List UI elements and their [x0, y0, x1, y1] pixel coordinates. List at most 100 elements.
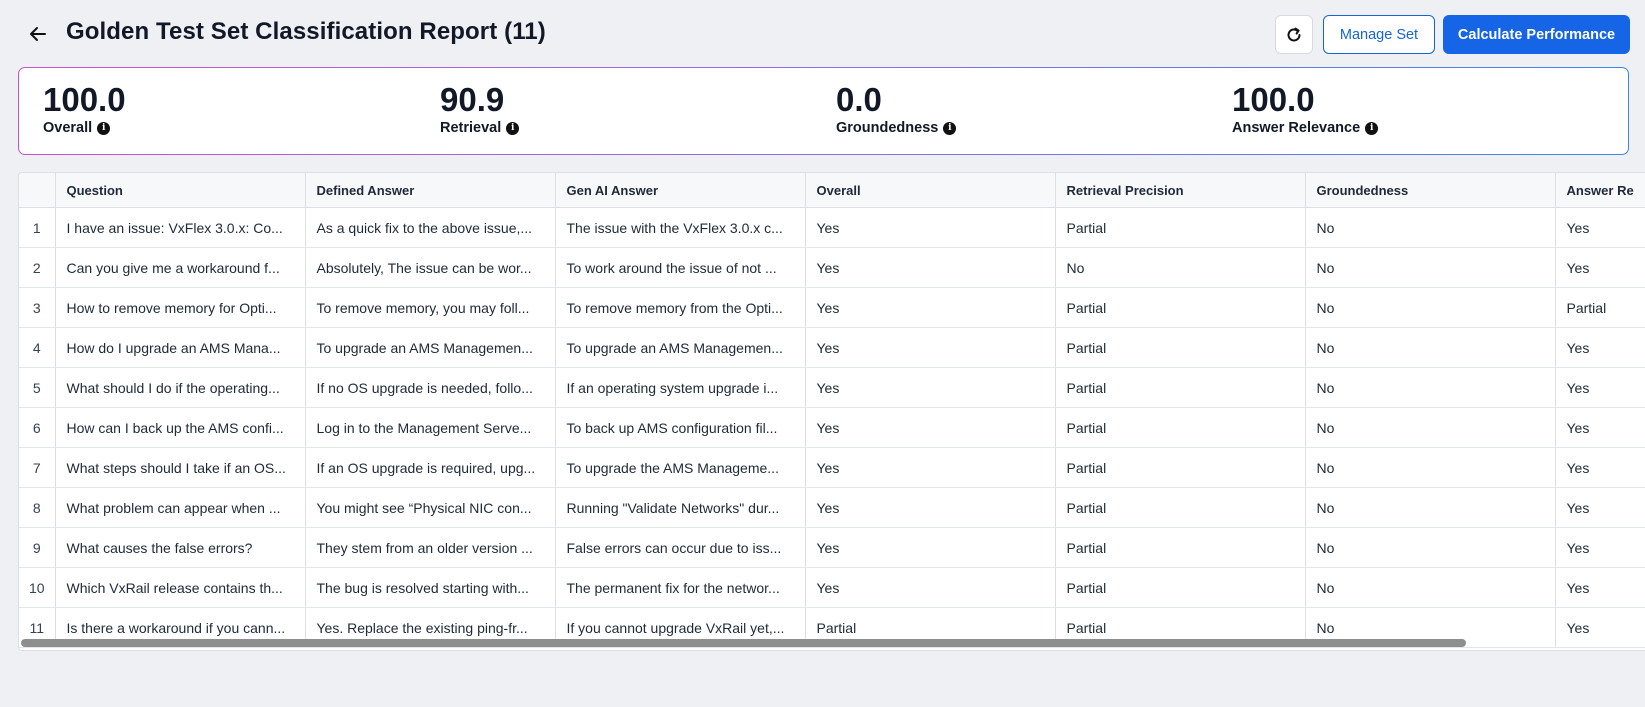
retrieval-precision-cell: Partial [1055, 487, 1306, 528]
answer-relevance-cell: Yes [1555, 247, 1645, 288]
gen-ai-answer-cell: To back up AMS configuration fil... [555, 407, 806, 448]
table-row[interactable]: 8 What problem can appear when ... You mig… [19, 487, 1645, 528]
groundedness-cell: No [1305, 287, 1556, 328]
gen-ai-answer-cell: To upgrade the AMS Manageme... [555, 447, 806, 488]
answer-relevance-cell: Partial [1555, 287, 1645, 328]
gen-ai-answer-cell: If an operating system upgrade i... [555, 367, 806, 408]
horizontal-scrollbar[interactable] [18, 638, 1629, 648]
row-number: 1 [19, 207, 56, 248]
defined-answer-cell: If an OS upgrade is required, upg... [305, 447, 556, 488]
info-icon[interactable]: i [506, 121, 520, 135]
answer-relevance-cell: Yes [1555, 487, 1645, 528]
scrollbar-thumb[interactable] [21, 639, 1466, 647]
metric-label: Groundedness [836, 120, 939, 137]
column-header-groundedness[interactable]: Groundedness [1305, 173, 1556, 208]
groundedness-cell: No [1305, 527, 1556, 568]
defined-answer-cell: The bug is resolved starting with... [305, 567, 556, 608]
gen-ai-answer-cell: To remove memory from the Opti... [555, 287, 806, 328]
page-title: Golden Test Set Classification Report (1… [66, 18, 546, 45]
answer-relevance-cell: Yes [1555, 367, 1645, 408]
info-icon[interactable]: i [1365, 121, 1379, 135]
refresh-icon [1287, 27, 1301, 41]
row-number: 10 [19, 567, 56, 608]
gen-ai-answer-cell: False errors can occur due to iss... [555, 527, 806, 568]
column-header-answer-relevance[interactable]: Answer Re [1555, 173, 1645, 208]
question-cell: What steps should I take if an OS... [55, 447, 306, 488]
overall-cell: Yes [805, 287, 1056, 328]
column-header-overall[interactable]: Overall [805, 173, 1056, 208]
defined-answer-cell: To upgrade an AMS Managemen... [305, 327, 556, 368]
answer-relevance-cell: Yes [1555, 207, 1645, 248]
groundedness-cell: No [1305, 207, 1556, 248]
manage-set-button[interactable]: Manage Set [1323, 15, 1435, 54]
column-header-retrieval-precision[interactable]: Retrieval Precision [1055, 173, 1306, 208]
table-row[interactable]: 4 How do I upgrade an AMS Mana... To upgra… [19, 327, 1645, 368]
row-number: 6 [19, 407, 56, 448]
metric-retrieval: 90.9 Retrieval i [440, 81, 520, 137]
defined-answer-cell: Absolutely, The issue can be wor... [305, 247, 556, 288]
table-row[interactable]: 6 How can I back up the AMS confi... Log i… [19, 407, 1645, 448]
calculate-performance-button[interactable]: Calculate Performance [1443, 15, 1630, 54]
row-number: 2 [19, 247, 56, 288]
gen-ai-answer-cell: To upgrade an AMS Managemen... [555, 327, 806, 368]
metric-value: 100.0 [1232, 81, 1315, 118]
gen-ai-answer-cell: Running "Validate Networks" dur... [555, 487, 806, 528]
metrics-summary-card: 100.0 Overall i 90.9 Retrieval i 0.0 Gro… [18, 67, 1629, 155]
question-cell: What causes the false errors? [55, 527, 306, 568]
table-row[interactable]: 3 How to remove memory for Opti... To remo… [19, 287, 1645, 328]
gen-ai-answer-cell: To work around the issue of not ... [555, 247, 806, 288]
metric-label: Overall [43, 120, 93, 137]
table-row[interactable]: 2 Can you give me a workaround f... Absolu… [19, 247, 1645, 288]
gen-ai-answer-cell: The permanent fix for the networ... [555, 567, 806, 608]
table-row[interactable]: 9 What causes the false errors? They stem … [19, 527, 1645, 568]
refresh-button[interactable] [1275, 15, 1313, 54]
defined-answer-cell: You might see “Physical NIC con... [305, 487, 556, 528]
groundedness-cell: No [1305, 327, 1556, 368]
info-icon[interactable]: i [943, 121, 957, 135]
table-row[interactable]: 10 Which VxRail release contains th... The… [19, 567, 1645, 608]
row-number: 7 [19, 447, 56, 488]
metric-label: Answer Relevance [1232, 120, 1361, 137]
retrieval-precision-cell: Partial [1055, 327, 1306, 368]
question-cell: How do I upgrade an AMS Mana... [55, 327, 306, 368]
metric-overall: 100.0 Overall i [43, 81, 126, 137]
page-header: Golden Test Set Classification Report (1… [0, 0, 1645, 68]
question-cell: What should I do if the operating... [55, 367, 306, 408]
overall-cell: Yes [805, 487, 1056, 528]
retrieval-precision-cell: Partial [1055, 447, 1306, 488]
row-number: 9 [19, 527, 56, 568]
retrieval-precision-cell: Partial [1055, 527, 1306, 568]
groundedness-cell: No [1305, 487, 1556, 528]
retrieval-precision-cell: Partial [1055, 567, 1306, 608]
question-cell: Can you give me a workaround f... [55, 247, 306, 288]
answer-relevance-cell: Yes [1555, 567, 1645, 608]
info-icon[interactable]: i [97, 121, 111, 135]
answer-relevance-cell: Yes [1555, 607, 1645, 648]
question-cell: How to remove memory for Opti... [55, 287, 306, 328]
column-header-question[interactable]: Question [55, 173, 306, 208]
metric-label: Retrieval [440, 120, 502, 137]
question-cell: What problem can appear when ... [55, 487, 306, 528]
defined-answer-cell: They stem from an older version ... [305, 527, 556, 568]
retrieval-precision-cell: Partial [1055, 367, 1306, 408]
defined-answer-cell: As a quick fix to the above issue,... [305, 207, 556, 248]
answer-relevance-cell: Yes [1555, 327, 1645, 368]
metric-groundedness: 0.0 Groundedness i [836, 81, 957, 137]
groundedness-cell: No [1305, 367, 1556, 408]
metric-answer-relevance: 100.0 Answer Relevance i [1232, 81, 1379, 137]
answer-relevance-cell: Yes [1555, 527, 1645, 568]
gen-ai-answer-cell: The issue with the VxFlex 3.0.x c... [555, 207, 806, 248]
overall-cell: Yes [805, 327, 1056, 368]
column-header-defined-answer[interactable]: Defined Answer [305, 173, 556, 208]
retrieval-precision-cell: Partial [1055, 407, 1306, 448]
metric-value: 0.0 [836, 81, 882, 118]
retrieval-precision-cell: Partial [1055, 207, 1306, 248]
column-header-gen-ai-answer[interactable]: Gen AI Answer [555, 173, 806, 208]
question-cell: How can I back up the AMS confi... [55, 407, 306, 448]
back-button[interactable] [24, 20, 52, 48]
table-row[interactable]: 7 What steps should I take if an OS... If … [19, 447, 1645, 488]
table-row[interactable]: 5 What should I do if the operating... If … [19, 367, 1645, 408]
overall-cell: Yes [805, 447, 1056, 488]
groundedness-cell: No [1305, 247, 1556, 288]
